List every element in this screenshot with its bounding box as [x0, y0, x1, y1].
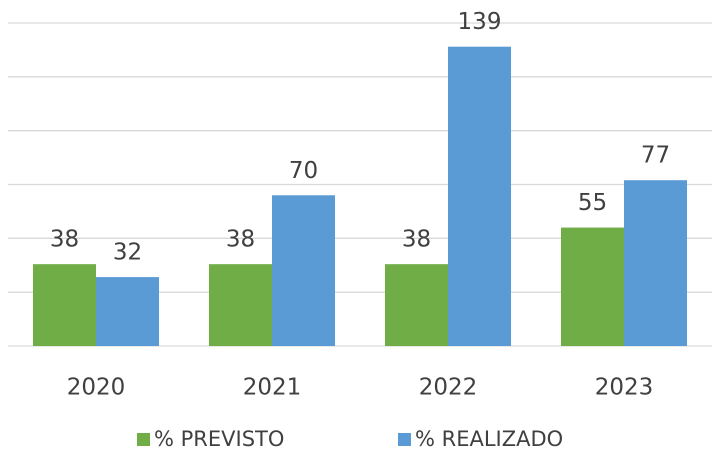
legend-label: % REALIZADO	[415, 427, 563, 451]
bar	[209, 264, 272, 346]
bar	[96, 277, 159, 346]
bar	[385, 264, 448, 346]
legend-swatch	[398, 433, 411, 446]
bar	[624, 180, 687, 346]
data-label: 139	[458, 9, 502, 35]
data-label: 38	[226, 227, 255, 253]
data-label: 32	[113, 240, 142, 266]
legend-swatch	[137, 433, 150, 446]
x-tick-label: 2023	[595, 375, 654, 401]
x-tick-label: 2020	[67, 375, 126, 401]
bar	[561, 227, 624, 346]
bar	[272, 195, 335, 346]
data-label: 77	[641, 143, 670, 169]
x-tick-label: 2022	[419, 375, 478, 401]
x-tick-label: 2021	[243, 375, 302, 401]
data-label: 38	[402, 227, 431, 253]
data-label: 70	[289, 158, 318, 184]
legend-label: % PREVISTO	[154, 427, 284, 451]
bar	[448, 46, 511, 346]
data-label: 55	[578, 190, 607, 216]
bar	[33, 264, 96, 346]
data-label: 38	[50, 227, 79, 253]
